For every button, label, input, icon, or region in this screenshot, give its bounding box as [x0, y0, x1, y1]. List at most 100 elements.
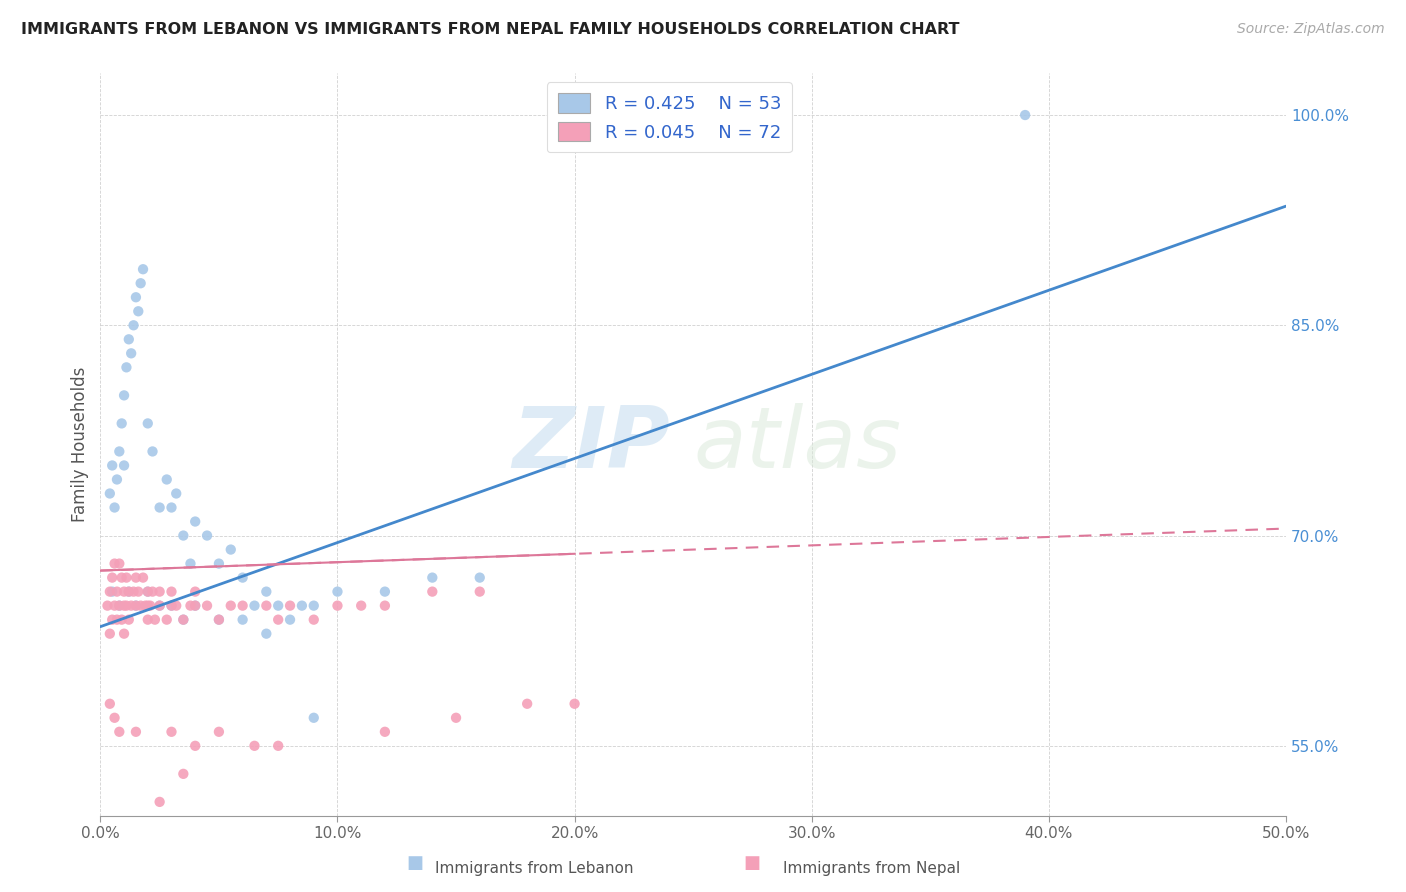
- Point: [232, 599, 254, 613]
- Point: [208, 724, 231, 739]
- Point: [254, 599, 277, 613]
- Text: ■: ■: [744, 855, 761, 872]
- Point: [105, 584, 128, 599]
- Point: [101, 613, 124, 627]
- Point: [111, 417, 134, 431]
- Point: [156, 473, 179, 487]
- Point: [129, 599, 152, 613]
- Point: [101, 584, 124, 599]
- Point: [172, 767, 194, 781]
- Point: [160, 584, 183, 599]
- Point: [115, 571, 138, 585]
- Point: [219, 542, 242, 557]
- Y-axis label: Family Households: Family Households: [72, 367, 89, 522]
- Text: atlas: atlas: [693, 403, 901, 486]
- Point: [184, 584, 207, 599]
- Point: [132, 262, 155, 277]
- Point: [101, 571, 124, 585]
- Point: [103, 599, 125, 613]
- Point: [179, 599, 201, 613]
- Point: [141, 444, 163, 458]
- Point: [98, 486, 121, 500]
- Text: ■: ■: [406, 855, 423, 872]
- Point: [208, 613, 231, 627]
- Point: [103, 500, 125, 515]
- Point: [156, 613, 179, 627]
- Point: [136, 417, 159, 431]
- Point: [149, 500, 172, 515]
- Text: IMMIGRANTS FROM LEBANON VS IMMIGRANTS FROM NEPAL FAMILY HOUSEHOLDS CORRELATION C: IMMIGRANTS FROM LEBANON VS IMMIGRANTS FR…: [21, 22, 959, 37]
- Point: [267, 613, 290, 627]
- Point: [98, 584, 121, 599]
- Point: [112, 388, 135, 402]
- Point: [149, 795, 172, 809]
- Point: [149, 599, 172, 613]
- Legend: R = 0.425    N = 53, R = 0.045    N = 72: R = 0.425 N = 53, R = 0.045 N = 72: [547, 82, 792, 153]
- Point: [122, 584, 145, 599]
- Point: [149, 584, 172, 599]
- Point: [165, 486, 187, 500]
- Point: [374, 599, 396, 613]
- Point: [136, 599, 159, 613]
- Point: [564, 697, 586, 711]
- Point: [149, 599, 172, 613]
- Point: [108, 557, 131, 571]
- Point: [125, 599, 148, 613]
- Point: [111, 613, 134, 627]
- Point: [136, 613, 159, 627]
- Point: [208, 613, 231, 627]
- Text: Immigrants from Lebanon: Immigrants from Lebanon: [434, 861, 634, 876]
- Point: [127, 304, 149, 318]
- Point: [302, 613, 325, 627]
- Point: [195, 599, 218, 613]
- Point: [118, 613, 141, 627]
- Point: [115, 599, 138, 613]
- Point: [122, 318, 145, 333]
- Point: [184, 515, 207, 529]
- Point: [468, 571, 491, 585]
- Point: [420, 584, 443, 599]
- Point: [208, 557, 231, 571]
- Text: ZIP: ZIP: [512, 403, 669, 486]
- Point: [516, 697, 538, 711]
- Point: [96, 599, 118, 613]
- Point: [172, 613, 194, 627]
- Point: [118, 332, 141, 346]
- Text: Source: ZipAtlas.com: Source: ZipAtlas.com: [1237, 22, 1385, 37]
- Point: [243, 599, 266, 613]
- Point: [184, 739, 207, 753]
- Point: [103, 557, 125, 571]
- Point: [120, 346, 142, 360]
- Point: [278, 599, 301, 613]
- Point: [302, 711, 325, 725]
- Point: [374, 584, 396, 599]
- Point: [179, 557, 201, 571]
- Point: [118, 584, 141, 599]
- Point: [101, 458, 124, 473]
- Point: [444, 711, 467, 725]
- Point: [232, 613, 254, 627]
- Text: Immigrants from Nepal: Immigrants from Nepal: [783, 861, 960, 876]
- Point: [136, 584, 159, 599]
- Point: [160, 599, 183, 613]
- Point: [143, 613, 166, 627]
- Point: [374, 724, 396, 739]
- Point: [103, 711, 125, 725]
- Point: [350, 599, 373, 613]
- Point: [111, 571, 134, 585]
- Point: [105, 613, 128, 627]
- Point: [115, 360, 138, 375]
- Point: [139, 599, 162, 613]
- Point: [468, 584, 491, 599]
- Point: [127, 584, 149, 599]
- Point: [278, 613, 301, 627]
- Point: [243, 739, 266, 753]
- Point: [108, 599, 131, 613]
- Point: [326, 584, 349, 599]
- Point: [134, 599, 156, 613]
- Point: [112, 458, 135, 473]
- Point: [165, 599, 187, 613]
- Point: [125, 571, 148, 585]
- Point: [112, 626, 135, 640]
- Point: [254, 626, 277, 640]
